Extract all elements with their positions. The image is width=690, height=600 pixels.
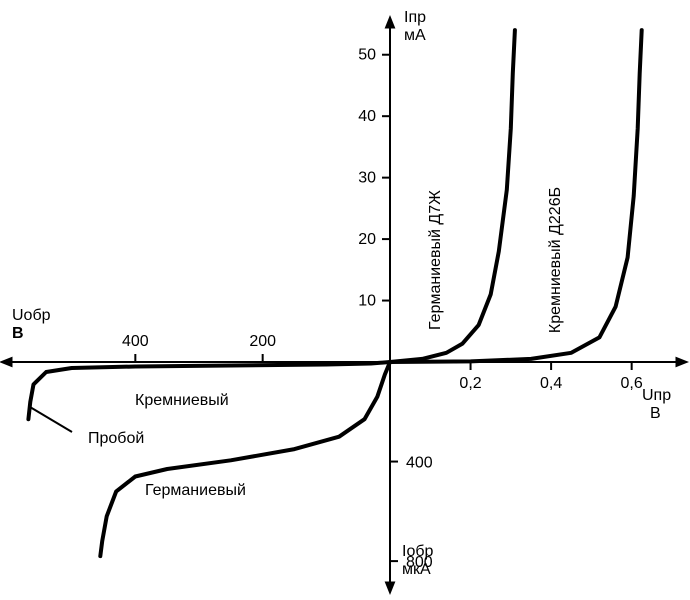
- x-pos-axis-title: Uпр: [642, 387, 671, 404]
- ytick-pos-label: 10: [358, 293, 376, 310]
- y-neg-axis-title: Iобр: [402, 543, 434, 560]
- x-neg-axis-unit: В: [12, 325, 24, 342]
- chart-container: { "chart": { "type": "line", "width": 69…: [0, 0, 690, 600]
- xtick-pos-label: 0,4: [540, 375, 562, 392]
- curve-reverse-silicon: [28, 362, 390, 419]
- annotation-breakdown: Пробой: [88, 430, 144, 447]
- ytick-pos-label: 40: [358, 108, 376, 125]
- xtick-neg-label: 400: [122, 333, 149, 350]
- label-reverse-silicon: Кремниевый: [135, 392, 229, 409]
- label-reverse-germanium: Германиевый: [145, 482, 246, 499]
- xtick-pos-label: 0,2: [459, 375, 481, 392]
- ytick-pos-label: 50: [358, 47, 376, 64]
- ytick-pos-label: 20: [358, 231, 376, 248]
- ytick-pos-label: 30: [358, 170, 376, 187]
- axes-group: 10203040504008000,20,40,6200400: [0, 15, 689, 595]
- label-forward-silicon: Кремниевый Д226Б: [547, 187, 564, 333]
- annotation-breakdown-leader: [30, 407, 72, 432]
- iv-chart-svg: 10203040504008000,20,40,6200400 IпрмАIоб…: [0, 0, 690, 600]
- xtick-neg-label: 200: [249, 333, 276, 350]
- ytick-neg-label: 400: [406, 455, 433, 472]
- x-neg-axis-title: Uобр: [12, 307, 51, 324]
- labels-group: IпрмАIобрмкАUпрВUобрВГерманиевый Д7ЖКрем…: [12, 9, 671, 578]
- y-pos-axis-unit: мА: [404, 27, 426, 44]
- label-forward-germanium: Германиевый Д7Ж: [427, 190, 444, 330]
- xtick-pos-label: 0,6: [621, 375, 643, 392]
- y-pos-axis-title: Iпр: [404, 9, 426, 26]
- y-neg-axis-unit: мкА: [402, 561, 431, 578]
- x-pos-axis-unit: В: [650, 405, 661, 422]
- curve-forward-germanium: [390, 30, 515, 362]
